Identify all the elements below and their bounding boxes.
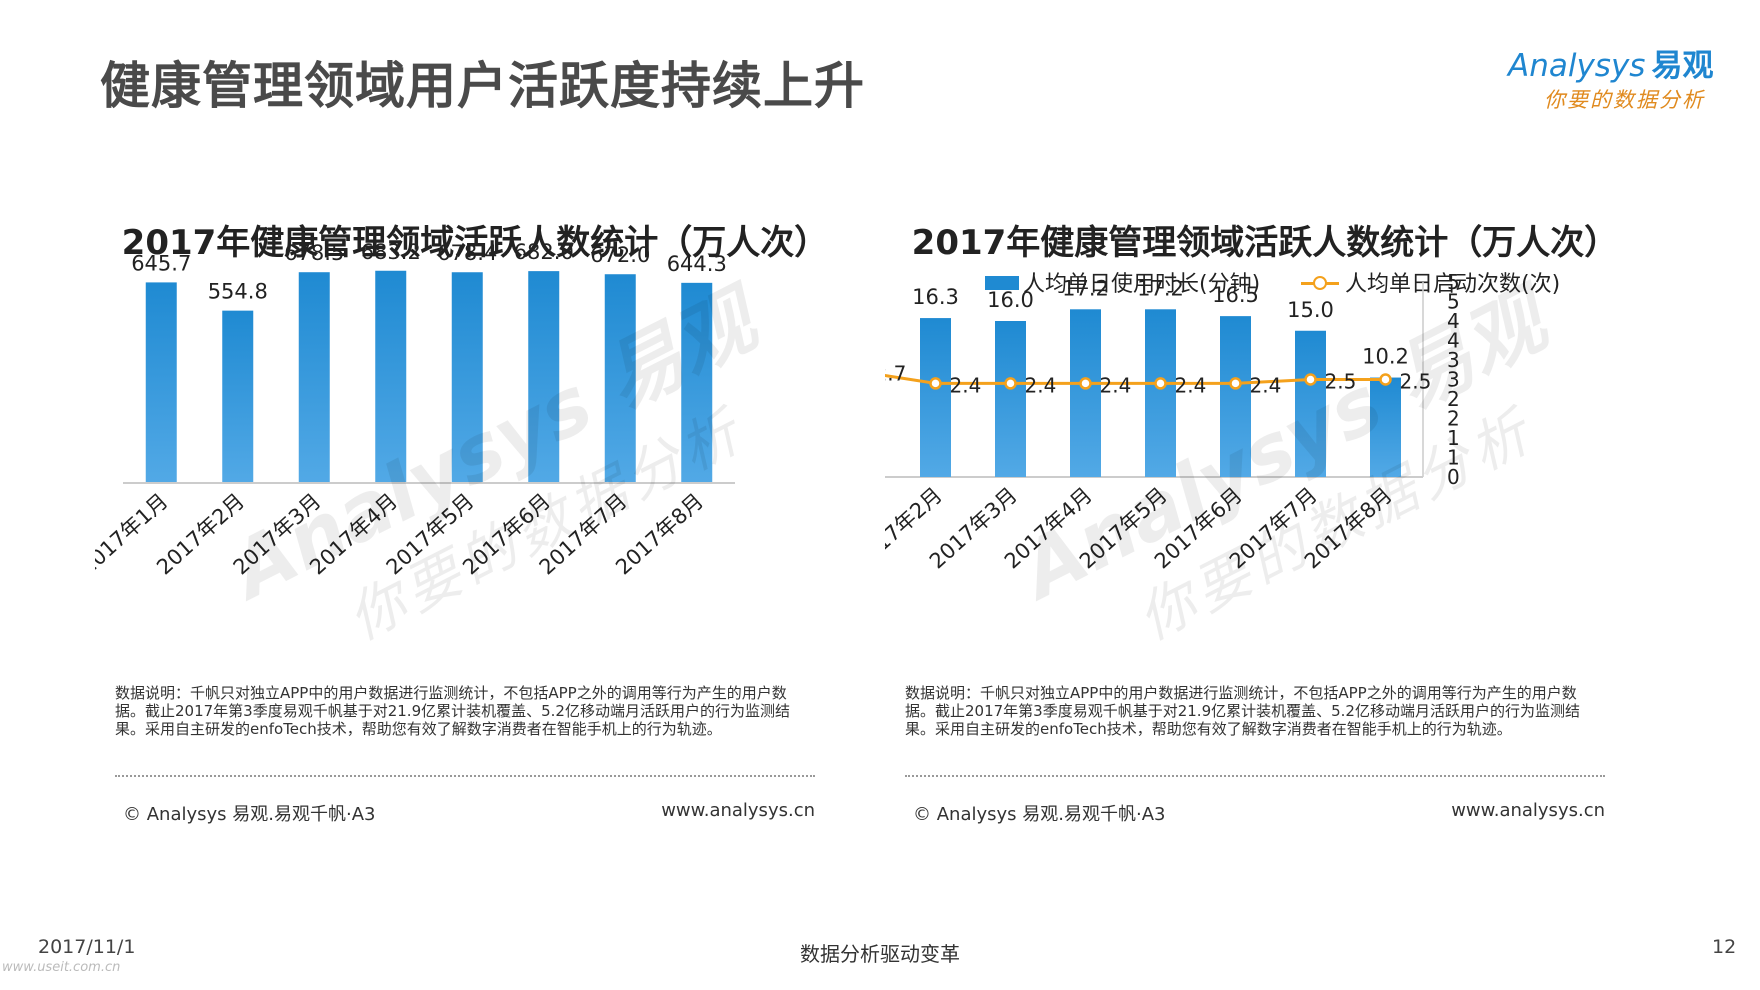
- line-point: [1079, 377, 1092, 390]
- legend-label-launches: 人均单日启动次数(次): [1345, 272, 1561, 297]
- bar-data-label: 16.0: [987, 288, 1034, 312]
- chart-title: 2017年健康管理领域活跃人数统计（万人次）: [121, 223, 829, 263]
- left-chart: 645.7 554.8 678.5 683.2 678.4 682.0 672.0 644.3…: [95, 240, 735, 580]
- bar: [1070, 309, 1101, 477]
- data-label: 644.3: [667, 252, 727, 276]
- line-point: [929, 377, 942, 390]
- bar: [1370, 377, 1401, 477]
- bar: [222, 310, 254, 483]
- line-data-label: 2.4: [950, 373, 982, 397]
- bar: [451, 272, 483, 483]
- bar-data-label: 17.2: [1137, 276, 1184, 300]
- line-data-label: 2.7: [885, 362, 906, 386]
- legend-bar-swatch: [985, 276, 1019, 290]
- bar: [528, 271, 560, 483]
- legend-line-marker: [1313, 276, 1327, 290]
- data-label: 683.2: [361, 240, 421, 264]
- y-tick-label-right: 3: [1447, 348, 1460, 372]
- bar: [298, 272, 330, 483]
- y-tick-label-right: 2: [1447, 387, 1460, 411]
- y-tick-label-right: 0: [1447, 465, 1460, 489]
- line-data-label: 2.4: [1100, 373, 1132, 397]
- y-tick-label-right: 5: [1447, 270, 1460, 294]
- bar: [145, 282, 177, 483]
- line-series: [885, 374, 1386, 385]
- bar-data-label: 16.5: [1212, 283, 1259, 307]
- bar: [1295, 330, 1326, 477]
- data-note: 数据说明：千帆只对独立APP中的用户数据进行监测统计，不包括APP之外的调用等行…: [905, 684, 1580, 738]
- line-data-label: 2.4: [1175, 373, 1207, 397]
- line-point: [1154, 377, 1167, 390]
- bar-data-label: 17.2: [1062, 276, 1109, 300]
- line-point: [1304, 373, 1317, 386]
- divider: [115, 775, 815, 777]
- credit: © Analysys 易观.易观千帆·A3: [123, 804, 376, 825]
- chart-title: 2017年健康管理领域活跃人数统计（万人次）: [911, 223, 1619, 263]
- bar: [995, 321, 1026, 477]
- bar-data-label: 10.2: [1362, 345, 1409, 369]
- bar: [920, 318, 951, 477]
- chart-legend: 人均单日使用时长(分钟) 人均单日启动次数(次): [885, 266, 1645, 297]
- website-link[interactable]: www.analysys.cn: [1451, 800, 1605, 821]
- footer-slogan: 数据分析驱动变革: [800, 942, 960, 966]
- y-tick-label-right: 1: [1447, 426, 1460, 450]
- line-point: [1004, 377, 1017, 390]
- credit: © Analysys 易观.易观千帆·A3: [913, 804, 1166, 825]
- data-label: 682.0: [514, 240, 574, 264]
- brand-cn: 易观: [1651, 48, 1714, 84]
- footer-date: 2017/11/1: [38, 936, 136, 958]
- data-label: 554.8: [208, 280, 268, 304]
- data-label: 672.0: [590, 243, 650, 267]
- bar: [604, 274, 636, 483]
- data-note: 数据说明：千帆只对独立APP中的用户数据进行监测统计，不包括APP之外的调用等行…: [115, 684, 790, 738]
- page-title: 健康管理领域用户活跃度持续上升: [100, 57, 865, 115]
- line-data-label: 2.5: [1325, 370, 1357, 394]
- bar-data-label: 16.3: [912, 285, 959, 309]
- line-data-label: 2.5: [1400, 370, 1432, 394]
- line-data-label: 2.4: [1250, 373, 1282, 397]
- y-tick-label-right: 3: [1447, 368, 1460, 392]
- right-chart: 024681012141618200112233445516.216.316.0…: [885, 270, 1460, 574]
- data-label: 678.4: [437, 241, 497, 265]
- line-point: [1379, 373, 1392, 386]
- brand-logo: Analysys 易观 你要的数据分析: [1508, 40, 1728, 114]
- data-label: 678.5: [284, 241, 344, 265]
- y-tick-label-right: 2: [1447, 407, 1460, 431]
- y-tick-label-right: 5: [1447, 290, 1460, 314]
- page-number: 12: [1712, 936, 1737, 958]
- bar: [375, 270, 407, 483]
- line-point: [1229, 377, 1242, 390]
- website-link[interactable]: www.analysys.cn: [661, 800, 815, 821]
- brand-name: Analysys: [1508, 48, 1646, 84]
- data-label: 645.7: [131, 251, 191, 275]
- right-chart-panel: 2017年健康管理领域活跃人数统计（万人次） 人均单日使用时长(分钟) 人均单日…: [885, 200, 1645, 840]
- divider: [905, 775, 1605, 777]
- y-tick-label-right: 4: [1447, 309, 1460, 333]
- bar: [1145, 309, 1176, 477]
- bar-data-label: 15.0: [1287, 298, 1334, 322]
- y-tick-label-right: 1: [1447, 446, 1460, 470]
- legend-label-duration: 人均单日使用时长(分钟): [1023, 272, 1261, 297]
- footer-site-watermark: www.useit.com.cn: [2, 960, 121, 975]
- bar: [1220, 316, 1251, 477]
- left-chart-panel: 2017年健康管理领域活跃人数统计（万人次） 645.7 554.8 678.5 68…: [95, 200, 855, 840]
- y-tick-label-right: 4: [1447, 329, 1460, 353]
- brand-slogan: 你要的数据分析: [1544, 88, 1705, 112]
- bar: [681, 282, 713, 483]
- line-data-label: 2.4: [1025, 373, 1057, 397]
